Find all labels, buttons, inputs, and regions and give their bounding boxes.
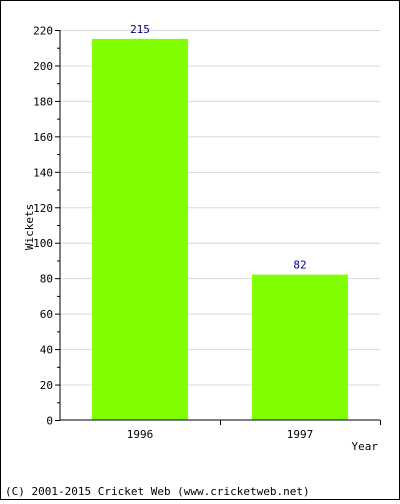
y-tick-label: 200	[33, 60, 53, 73]
y-tick-label: 80	[40, 273, 53, 286]
y-tick-label: 120	[33, 202, 53, 215]
copyright-footer: (C) 2001-2015 Cricket Web (www.cricketwe…	[5, 485, 310, 498]
y-tick-label: 0	[46, 415, 53, 428]
y-tick-label: 220	[33, 25, 53, 38]
y-tick-label: 140	[33, 166, 53, 179]
y-tick-label: 40	[40, 344, 53, 357]
bar-1996	[92, 38, 188, 420]
data-label: 215	[130, 23, 150, 36]
y-tick-label: 60	[40, 308, 53, 321]
y-tick-label: 180	[33, 95, 53, 108]
x-tick-label: 1996	[127, 428, 154, 441]
y-tick-label: 100	[33, 237, 53, 250]
data-label: 82	[293, 259, 306, 272]
x-tick-label: 1997	[287, 428, 314, 441]
y-tick-label: 160	[33, 131, 53, 144]
y-ticks: 0 20 40 60 80 100 120 140 160 180 200 220	[33, 25, 60, 428]
data-labels: 215 82	[130, 23, 307, 272]
bar-1997	[252, 274, 348, 420]
bars	[92, 38, 348, 420]
x-axis-title: Year	[352, 440, 379, 453]
x-ticks: 1996 1997	[127, 420, 381, 441]
y-tick-label: 20	[40, 379, 53, 392]
y-axis-title: Wickets	[23, 204, 36, 250]
